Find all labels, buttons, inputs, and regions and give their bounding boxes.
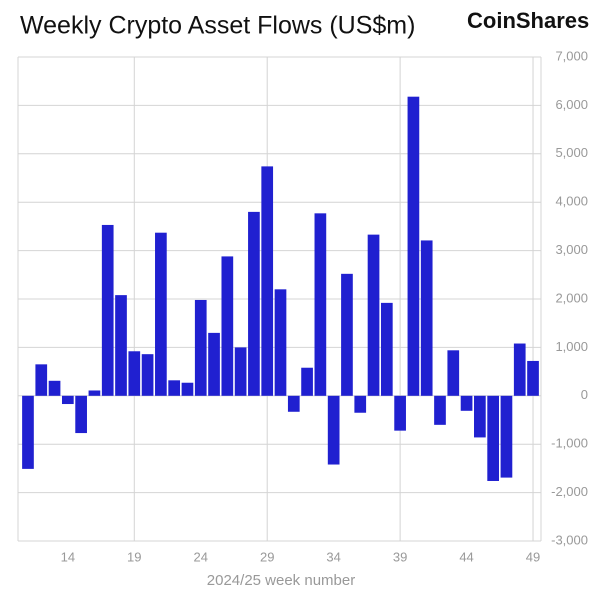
bar <box>487 395 500 481</box>
y-tick-label: 6,000 <box>555 97 588 112</box>
y-tick-label: 7,000 <box>555 48 588 63</box>
bar <box>274 289 287 396</box>
bar <box>354 395 367 413</box>
bar <box>101 224 114 396</box>
bar <box>394 395 406 431</box>
y-tick-label: -1,000 <box>551 436 588 451</box>
bar <box>447 350 460 396</box>
bar <box>314 213 327 396</box>
bar <box>367 234 380 396</box>
x-tick-label: 14 <box>61 549 75 564</box>
bar <box>248 211 260 396</box>
bar <box>474 395 486 438</box>
bar <box>287 395 300 412</box>
bar <box>141 354 154 396</box>
bar <box>194 299 207 396</box>
bar <box>48 380 61 396</box>
y-tick-label: 1,000 <box>555 339 588 354</box>
bar <box>234 347 247 396</box>
y-tick-label: 0 <box>581 387 588 402</box>
bar <box>500 395 513 478</box>
bar <box>327 395 340 465</box>
x-tick-label: 49 <box>526 549 540 564</box>
bar <box>88 390 101 396</box>
y-tick-label: 5,000 <box>555 145 588 160</box>
bar <box>460 395 473 411</box>
bar <box>407 96 420 396</box>
x-tick-label: 44 <box>459 549 473 564</box>
x-tick-label: 39 <box>393 549 407 564</box>
bar <box>35 364 48 396</box>
y-tick-label: -2,000 <box>551 484 588 499</box>
x-tick-label: 19 <box>127 549 141 564</box>
bar <box>221 256 234 396</box>
y-tick-label: 2,000 <box>555 290 588 305</box>
bar <box>115 295 127 396</box>
bar <box>513 343 526 396</box>
logo: CoinShares <box>467 8 589 33</box>
y-tick-label: 4,000 <box>555 194 588 209</box>
x-tick-label: 29 <box>260 549 274 564</box>
chart-title: Weekly Crypto Asset Flows (US$m) <box>20 12 415 40</box>
bar <box>128 351 141 396</box>
bar <box>301 367 313 396</box>
x-tick-label: 24 <box>194 549 208 564</box>
y-tick-label: 3,000 <box>555 242 588 257</box>
bar <box>75 395 87 434</box>
bar <box>208 332 220 396</box>
bar <box>341 273 353 396</box>
bar <box>420 240 433 396</box>
bar <box>380 302 393 396</box>
x-axis-label: 2024/25 week number <box>207 572 355 589</box>
bar <box>155 232 167 396</box>
bar <box>434 395 446 425</box>
x-tick-label: 34 <box>326 549 340 564</box>
bar <box>261 166 274 396</box>
bar <box>61 395 74 405</box>
y-tick-label: -3,000 <box>551 532 588 547</box>
bar <box>168 380 181 396</box>
bar <box>527 360 539 396</box>
bar <box>22 395 34 469</box>
bar <box>181 382 194 396</box>
